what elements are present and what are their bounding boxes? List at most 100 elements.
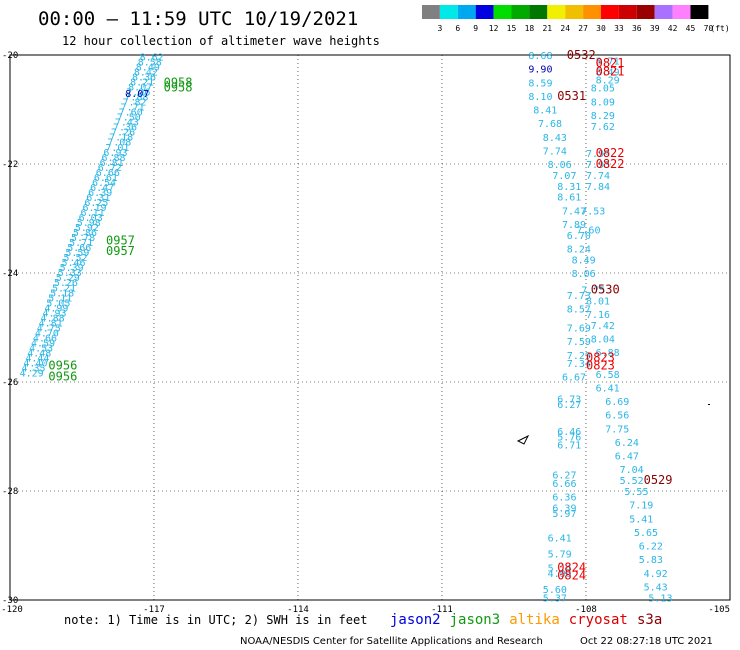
swh-value: 7.89	[562, 220, 586, 231]
swh-value: 4.70	[35, 328, 59, 339]
small-dot	[708, 404, 710, 405]
swh-value: 8.42	[134, 68, 158, 79]
chart-title: 00:00 — 11:59 UTC 10/19/2021	[38, 8, 358, 30]
swh-value: 6.39	[552, 503, 576, 514]
swh-value: 8.31	[557, 182, 581, 193]
swh-value: 8.59	[528, 78, 552, 89]
swh-value: 6.36	[552, 492, 576, 503]
time-label: 0821	[596, 56, 625, 70]
satellite-name: s3a	[637, 612, 662, 628]
swh-value: 5.78	[71, 233, 95, 244]
swh-value: 6.72	[98, 163, 122, 174]
swh-value: 7.36	[113, 123, 137, 134]
time-label: 0957	[106, 244, 135, 258]
swh-value: 5.71	[69, 238, 93, 249]
swh-value: 8.01	[586, 296, 610, 307]
x-tick-label: -108	[575, 605, 597, 615]
legend-swatch	[529, 5, 548, 19]
swh-value: 6.47	[90, 183, 114, 194]
swh-value: 7.43	[115, 118, 139, 129]
swh-value: 4.29	[20, 369, 44, 380]
satellite-name: cryosat	[569, 612, 628, 628]
satellite-legend: jason2 jason3 altika cryosat s3a	[390, 612, 662, 628]
swh-value: 8.43	[543, 133, 567, 144]
y-tick-label: -24	[2, 269, 18, 279]
time-label: 0529	[644, 473, 673, 487]
swh-value: 5.39	[60, 263, 84, 274]
legend-label: 42	[668, 24, 678, 33]
swh-value: 4.40	[23, 359, 47, 370]
legend-label: 21	[542, 24, 552, 33]
swh-value: 8.71	[596, 56, 620, 67]
swh-value: 5.76	[557, 433, 581, 444]
legend-swatch	[654, 5, 673, 19]
legend-swatch	[439, 5, 458, 19]
swh-value: 6.73	[557, 394, 581, 405]
swh-value: 8.58	[138, 57, 162, 68]
legend-label: 12	[489, 24, 499, 33]
x-tick-label: -105	[708, 605, 730, 615]
swh-value: 8.57	[567, 304, 591, 315]
satellite-name: altika	[509, 612, 560, 628]
legend-swatch	[511, 5, 530, 19]
swh-value: 7.62	[591, 122, 615, 133]
legend-swatch	[672, 5, 691, 19]
swh-value: 4.48	[27, 348, 51, 359]
swh-value: 7.93	[586, 160, 610, 171]
swh-value: 5.11	[48, 293, 72, 304]
y-tick-label: -20	[2, 51, 18, 61]
swh-value: 7.74	[543, 146, 567, 157]
swh-value: 8.10	[528, 92, 552, 103]
swh-value: 6.67	[562, 373, 586, 384]
legend-label: 6	[455, 24, 460, 33]
swh-value: 7.99	[586, 149, 610, 160]
swh-value: 8.61	[557, 193, 581, 204]
color-legend: 3 6 9 12 15 18 21 24 27 30 33 36 39 42 45 70(ft)	[422, 5, 730, 33]
time-label: 0824	[557, 560, 586, 574]
legend-label: 3	[437, 24, 442, 33]
swh-value: 6.81	[100, 158, 124, 169]
swh-value: 5.14	[548, 563, 572, 574]
swh-value: 8.49	[572, 255, 596, 266]
swh-value: 7.75	[581, 285, 605, 296]
swh-value: 8.07	[125, 89, 149, 100]
swh-value: 7.75	[605, 424, 629, 435]
swh-value: 7.59	[567, 337, 591, 348]
swh-value: 4.44	[25, 353, 49, 364]
swh-value: 5.46	[62, 258, 86, 269]
swh-value: 8.49	[136, 62, 160, 73]
swh-value: 4.99	[44, 303, 68, 314]
x-tick-label: -117	[143, 605, 165, 615]
swh-value: 7.29	[567, 351, 591, 362]
swh-value: 7.34	[567, 359, 591, 370]
legend-label: (ft)	[710, 24, 729, 33]
swh-value: 6.41	[596, 383, 620, 394]
swh-value: 8.05	[591, 84, 615, 95]
swh-value: 4.96	[548, 569, 572, 580]
swh-value: 5.65	[634, 528, 658, 539]
legend-label: 30	[596, 24, 606, 33]
swh-value: 5.97	[552, 509, 576, 520]
swh-value: 5.92	[75, 223, 99, 234]
time-label: 0957	[106, 233, 135, 247]
axis-ticks: -120 -117 -114 -111 -108 -105 -20 -22 -24 -26 -28 -…	[1, 51, 730, 615]
track-diagonal: 8.628.588.498.428.368.218.077.967.887.82…	[20, 52, 193, 383]
swh-value: 7.88	[124, 93, 148, 104]
wave-values: 8.689.908.598.108.417.688.437.748.067.07…	[125, 51, 672, 604]
swh-value: 7.69	[567, 324, 591, 335]
swh-value: 5.33	[58, 268, 82, 279]
swh-value: 7.71	[121, 103, 145, 114]
swh-value: 6.25	[84, 198, 108, 209]
swh-value: 5.43	[644, 582, 668, 593]
swh-value: 4.59	[31, 338, 55, 349]
swh-value: 6.88	[102, 153, 126, 164]
legend-swatch	[690, 5, 709, 19]
swh-value: 8.68	[528, 51, 552, 62]
swh-value: 8.21	[130, 78, 154, 89]
swh-value: 5.60	[543, 585, 567, 596]
x-tick-label: -111	[431, 605, 453, 615]
swh-value: 5.29	[56, 273, 80, 284]
plot-frame	[9, 54, 731, 601]
swh-value: 6.27	[557, 400, 581, 411]
